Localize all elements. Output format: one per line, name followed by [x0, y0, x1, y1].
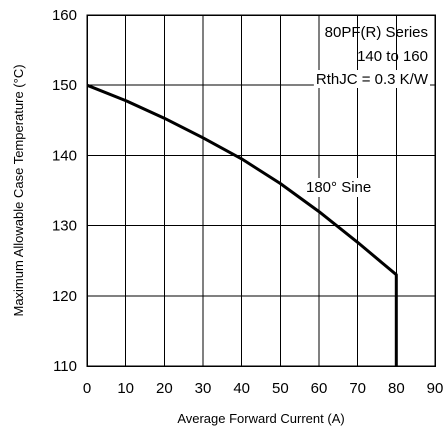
y-tick-label: 150 — [52, 77, 77, 94]
x-axis-ticks: 0 10 20 30 40 50 60 70 80 90 — [83, 380, 444, 397]
x-tick-label: 20 — [156, 380, 173, 397]
curve-label-background — [304, 178, 374, 197]
x-tick-label: 40 — [233, 380, 250, 397]
y-tick-label: 160 — [52, 7, 77, 24]
x-tick-label: 90 — [427, 380, 444, 397]
x-tick-label: 50 — [272, 380, 289, 397]
series-name-annotation: 80PF(R) Series — [325, 24, 428, 41]
y-axis-label: Maximum Allowable Case Temperature (°C) — [11, 64, 26, 316]
grid — [87, 15, 435, 366]
y-tick-label: 110 — [53, 358, 77, 375]
x-tick-label: 80 — [388, 380, 405, 397]
y-tick-label: 140 — [52, 147, 77, 164]
x-tick-label: 70 — [349, 380, 366, 397]
x-axis-label: Average Forward Current (A) — [177, 411, 344, 426]
thermal-resistance-annotation: RthJC = 0.3 K/W — [316, 71, 429, 88]
derating-curve — [86, 83, 398, 366]
temperature-range-annotation: 140 to 160 — [357, 48, 428, 65]
annotation-background — [313, 70, 430, 88]
y-tick-label: 130 — [52, 218, 77, 235]
y-axis-ticks: 110 120 130 140 150 160 — [52, 7, 77, 375]
curve-label: 180° Sine — [306, 179, 371, 196]
plot-frame — [86, 14, 436, 367]
x-tick-label: 60 — [311, 380, 328, 397]
y-tick-label: 120 — [52, 288, 77, 305]
x-tick-label: 0 — [83, 380, 91, 397]
x-tick-label: 10 — [117, 380, 134, 397]
x-tick-label: 30 — [195, 380, 212, 397]
